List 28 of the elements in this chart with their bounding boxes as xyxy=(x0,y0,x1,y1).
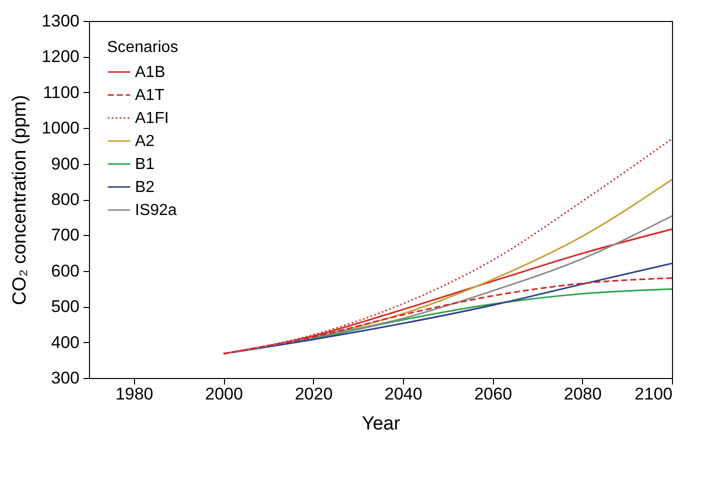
legend-label: A1FI xyxy=(135,110,169,127)
legend-label: A1B xyxy=(135,64,166,81)
x-tick-label: 2060 xyxy=(474,384,512,404)
legend-label: A2 xyxy=(135,133,155,150)
y-tick-label: 1200 xyxy=(42,47,80,66)
legend-label: B1 xyxy=(135,156,155,173)
x-axis-title: Year xyxy=(362,414,401,434)
legend-label: B2 xyxy=(135,179,155,196)
x-tick-label: 2020 xyxy=(294,384,333,404)
y-tick-label: 800 xyxy=(51,190,80,209)
legend-label: IS92a xyxy=(135,202,177,219)
y-tick-label: 400 xyxy=(51,332,80,352)
y-axis-title: CO₂ concentration (ppm) xyxy=(10,94,31,306)
y-tick-label: 1000 xyxy=(42,118,80,138)
y-tick-label: 900 xyxy=(51,154,80,174)
y-tick-label: 1100 xyxy=(42,82,80,102)
legend-title: Scenarios xyxy=(107,39,178,56)
y-tick-label: 300 xyxy=(51,368,80,388)
x-tick-label: 2000 xyxy=(205,384,243,404)
x-tick-label: 2100 xyxy=(634,384,672,404)
y-tick-label: 1300 xyxy=(42,12,80,30)
y-tick-label: 600 xyxy=(51,261,80,280)
x-tick-label: 2080 xyxy=(564,384,602,404)
legend-label: A1T xyxy=(135,87,165,104)
y-tick-label: 500 xyxy=(51,297,80,316)
y-tick-label: 700 xyxy=(51,226,80,245)
x-tick-label: 2040 xyxy=(384,384,422,404)
x-tick-label: 1980 xyxy=(115,384,154,404)
